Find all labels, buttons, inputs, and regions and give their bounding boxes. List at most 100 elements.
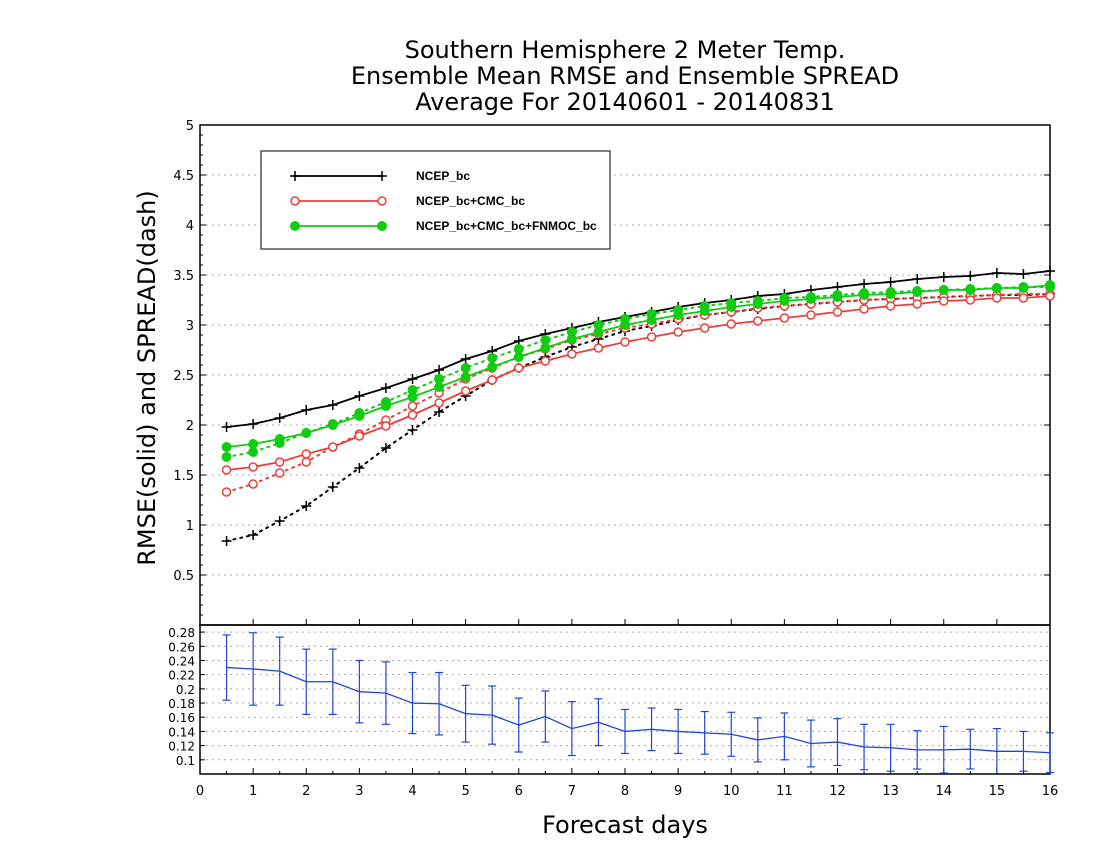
open-circle-marker: [567, 349, 577, 359]
plus-marker: [274, 516, 285, 526]
x-axis-label: Forecast days: [542, 811, 708, 839]
open-circle-marker: [912, 299, 922, 309]
x-tick-label: 9: [674, 784, 682, 799]
y-tick-label: 1: [186, 519, 194, 534]
difference-layer: [222, 632, 1054, 774]
y-tick-label: 3.5: [173, 269, 194, 284]
plus-marker: [460, 354, 471, 364]
plus-marker: [248, 419, 259, 429]
open-circle-marker: [939, 296, 949, 306]
filled-circle-marker: [646, 315, 657, 325]
open-circle-marker: [1018, 293, 1029, 303]
filled-circle-marker: [752, 299, 763, 309]
x-tick-label: 1: [249, 784, 257, 799]
x-tick-label: 12: [829, 784, 846, 799]
plus-marker: [248, 530, 259, 540]
filled-circle-marker: [460, 363, 471, 373]
legend-box: [260, 150, 611, 250]
open-circle-marker: [514, 363, 524, 373]
error-bar: [966, 728, 975, 770]
plus-marker: [885, 277, 896, 287]
open-circle-marker: [859, 304, 869, 314]
legend-label: NCEP_bc+CMC_bc: [416, 194, 525, 208]
filled-circle-marker: [434, 382, 445, 392]
open-circle-marker: [753, 316, 763, 326]
y-tick-label: 0.16: [168, 711, 195, 725]
plus-marker: [1018, 269, 1029, 279]
open-circle-marker: [274, 468, 285, 478]
open-circle-marker: [593, 343, 604, 353]
open-circle-marker: [1045, 291, 1055, 301]
title-line-3: Average For 20140601 - 20140831: [415, 88, 835, 116]
filled-circle-marker: [221, 452, 232, 462]
plus-marker: [354, 463, 365, 473]
error-bar: [328, 648, 337, 716]
plus-marker: [301, 405, 312, 415]
error-bar: [461, 684, 470, 743]
open-circle-marker: [726, 319, 736, 329]
plus-marker: [407, 374, 418, 384]
legend-item: NCEP_bc+CMC_bc: [290, 194, 525, 208]
x-tick-label: 11: [776, 784, 793, 799]
bottom-panel-grid: [200, 631, 1050, 761]
open-circle-marker: [460, 386, 471, 396]
open-circle-marker: [407, 401, 418, 411]
error-bar: [567, 701, 576, 757]
error-bar: [222, 634, 231, 701]
open-circle-marker: [540, 356, 551, 366]
filled-circle-marker: [699, 306, 710, 316]
x-tick-label: 8: [621, 784, 629, 799]
plus-marker: [434, 365, 445, 375]
y-tick-label: 3: [186, 319, 194, 334]
y-tick-label: 4: [186, 219, 194, 234]
y-tick-label: 2: [186, 419, 194, 434]
rmse-line: [226, 284, 1051, 448]
chart-title: Southern Hemisphere 2 Meter Temp. Ensemb…: [351, 36, 899, 116]
y-tick-label: 0.26: [168, 640, 195, 654]
open-circle-marker: [673, 327, 683, 337]
filled-circle-marker: [832, 292, 843, 302]
filled-circle-marker: [593, 327, 604, 337]
error-bar: [674, 708, 683, 755]
x-tick-label: 3: [355, 784, 363, 799]
spread-line: [225, 286, 1051, 458]
error-bar: [886, 723, 895, 772]
filled-circle-marker: [540, 343, 551, 353]
plus-marker: [938, 272, 949, 282]
y-tick-label: 4.5: [173, 169, 194, 184]
error-bar: [780, 712, 789, 761]
x-tick-label: 7: [568, 784, 576, 799]
y-tick-label: 0.24: [168, 654, 195, 668]
spread-line: [225, 293, 1051, 493]
x-tick-label: 14: [935, 784, 952, 799]
open-circle-marker: [407, 410, 418, 420]
plus-marker: [290, 171, 300, 181]
series-NCEP_bc+CMC_bc+FNMOC_bc: [221, 280, 1055, 462]
y-tick-label: 0.1: [176, 754, 195, 768]
x-tick-label: 6: [515, 784, 523, 799]
open-circle-marker: [646, 332, 657, 342]
error-bar: [275, 636, 284, 706]
y-tick-label: 0.28: [168, 626, 195, 640]
error-bar: [833, 718, 842, 767]
y-tick-label: 2.5: [173, 369, 194, 384]
filled-circle-marker: [673, 310, 684, 320]
series-NCEP_bc+CMC_bc: [221, 289, 1055, 497]
open-circle-marker: [354, 431, 365, 441]
y-axis-ticks-bottom: 0.10.120.140.160.180.20.220.240.260.28: [168, 626, 205, 768]
filled-circle-marker: [513, 352, 524, 362]
open-circle-marker: [992, 293, 1002, 303]
filled-circle-marker: [274, 434, 285, 444]
filled-circle-marker: [248, 439, 259, 449]
filled-circle-marker: [912, 287, 923, 297]
series-layer: [221, 266, 1055, 546]
open-circle-marker: [434, 398, 444, 408]
legend: NCEP_bc NCEP_bc+CMC_bc NCEP_bc+CMC_bc+FNMO…: [260, 150, 611, 250]
filled-circle-marker: [354, 411, 365, 421]
rmse-line: [226, 270, 1051, 428]
plus-marker: [380, 383, 391, 393]
filled-circle-marker: [290, 221, 300, 231]
open-circle-marker: [301, 449, 311, 459]
filled-circle-marker: [487, 362, 498, 372]
x-tick-label: 0: [196, 784, 204, 799]
